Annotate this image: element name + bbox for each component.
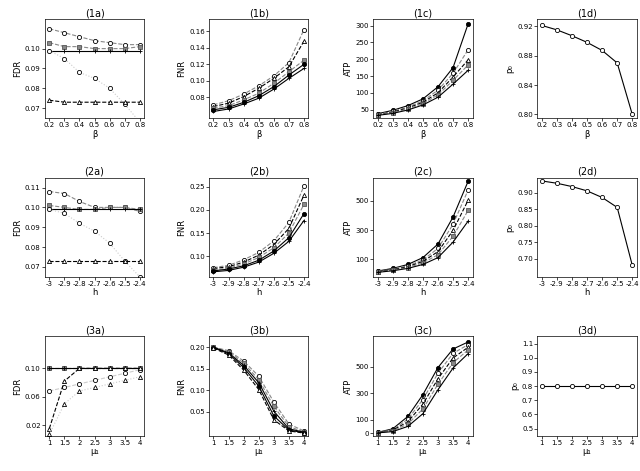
- Y-axis label: p₀: p₀: [506, 64, 515, 73]
- X-axis label: h: h: [420, 288, 426, 297]
- Title: (1a): (1a): [84, 8, 104, 18]
- X-axis label: μ₁: μ₁: [582, 447, 591, 456]
- Title: (2d): (2d): [577, 167, 597, 177]
- X-axis label: h: h: [584, 288, 589, 297]
- Y-axis label: p₀: p₀: [506, 223, 515, 232]
- Title: (3a): (3a): [84, 325, 104, 336]
- Title: (1c): (1c): [413, 8, 433, 18]
- X-axis label: μ₁: μ₁: [419, 447, 428, 456]
- Title: (2b): (2b): [249, 167, 269, 177]
- Title: (1d): (1d): [577, 8, 597, 18]
- X-axis label: h: h: [92, 288, 97, 297]
- Y-axis label: FNR: FNR: [177, 60, 186, 77]
- Title: (3b): (3b): [249, 325, 269, 336]
- Y-axis label: ATP: ATP: [344, 378, 353, 394]
- X-axis label: h: h: [256, 288, 261, 297]
- Y-axis label: FDR: FDR: [13, 219, 22, 236]
- Y-axis label: FNR: FNR: [177, 219, 186, 236]
- Y-axis label: FDR: FDR: [13, 60, 22, 77]
- Y-axis label: p₀: p₀: [510, 382, 519, 390]
- X-axis label: β: β: [256, 130, 261, 138]
- X-axis label: μ₁: μ₁: [90, 447, 99, 456]
- Title: (3d): (3d): [577, 325, 597, 336]
- Title: (2c): (2c): [413, 167, 433, 177]
- X-axis label: β: β: [420, 130, 426, 138]
- Y-axis label: ATP: ATP: [344, 219, 353, 235]
- Y-axis label: ATP: ATP: [344, 61, 353, 76]
- Y-axis label: FNR: FNR: [177, 377, 186, 395]
- Title: (2a): (2a): [84, 167, 104, 177]
- X-axis label: β: β: [92, 130, 97, 138]
- Title: (3c): (3c): [413, 325, 433, 336]
- X-axis label: μ₁: μ₁: [254, 447, 263, 456]
- Y-axis label: FDR: FDR: [13, 377, 22, 395]
- Title: (1b): (1b): [249, 8, 269, 18]
- X-axis label: β: β: [584, 130, 589, 138]
